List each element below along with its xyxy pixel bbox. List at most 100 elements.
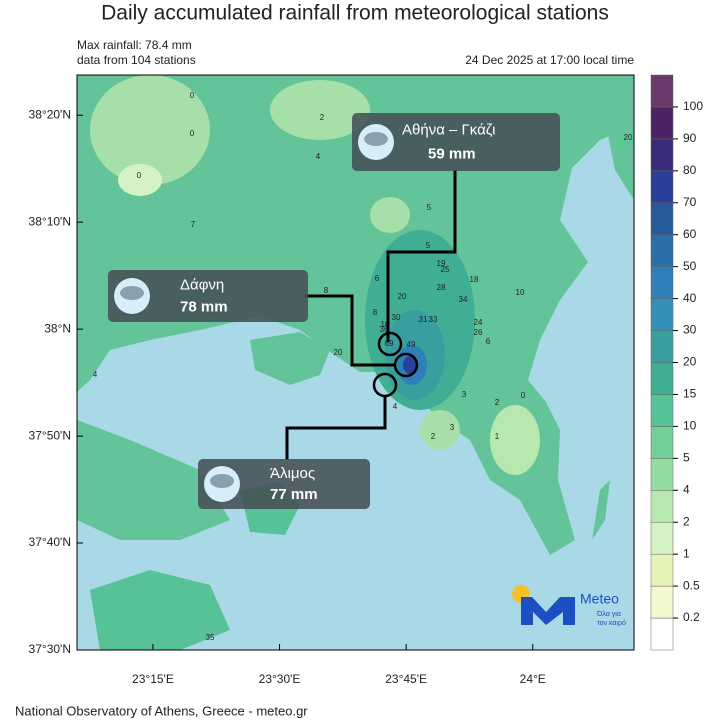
station-value: 7 bbox=[191, 220, 196, 229]
colorbar-label: 60 bbox=[683, 227, 697, 241]
callout-name: Αθήνα – Γκάζι bbox=[402, 121, 495, 138]
lat-tick-label: 38°10'N bbox=[29, 214, 71, 228]
station-value: 69 bbox=[385, 339, 394, 348]
euboea bbox=[600, 75, 634, 200]
colorbar-swatch bbox=[650, 458, 674, 491]
station-value: 49 bbox=[407, 340, 416, 349]
logo-tagline: Όλα για bbox=[596, 611, 621, 618]
station-value: 5 bbox=[427, 203, 432, 212]
colorbar-swatch bbox=[650, 170, 674, 204]
title: Daily accumulated rainfall from meteorol… bbox=[101, 2, 609, 25]
station-value: 1 bbox=[495, 432, 500, 441]
callout-name: Δάφνη bbox=[180, 277, 224, 294]
colorbar-label: 40 bbox=[683, 291, 697, 305]
colorbar-label: 70 bbox=[683, 195, 697, 209]
colorbar-swatch bbox=[650, 490, 674, 523]
station-value: 35 bbox=[206, 633, 215, 642]
colorbar-label: 80 bbox=[683, 163, 697, 177]
station-labels: 2000474255682019251810283424313326649693… bbox=[93, 91, 633, 642]
colorbar-swatch bbox=[650, 138, 674, 172]
station-value: 0 bbox=[190, 129, 195, 138]
colorbar-swatch bbox=[650, 426, 674, 459]
station-value: 33 bbox=[429, 315, 438, 324]
colorbar-label: 0.5 bbox=[683, 578, 700, 592]
station-value: 34 bbox=[459, 295, 468, 304]
logo-tagline: τον καιρό bbox=[597, 619, 626, 627]
station-value: 8 bbox=[324, 286, 329, 295]
station-value: 0 bbox=[190, 91, 195, 100]
lon-tick-label: 23°15'E bbox=[132, 672, 174, 686]
colorbar: 0.2 0.5 1 2 4 5 10 15 20 30 40 50 60 70 80 90 100 bbox=[650, 74, 703, 651]
axes: 37°30'N 37°40'N 37°50'N 38°N 38°10'N 38°20'N 2… bbox=[29, 107, 546, 686]
logo: Meteo Όλα για τον καιρό bbox=[512, 585, 626, 627]
station-value: 10 bbox=[516, 288, 525, 297]
station-value: 30 bbox=[392, 313, 401, 322]
colorbar-label: 90 bbox=[683, 131, 697, 145]
max-rainfall: Max rainfall: 78.4 mm bbox=[77, 38, 192, 52]
station-value: 19 bbox=[437, 259, 446, 268]
station-marker bbox=[377, 331, 403, 357]
colorbar-label: 1 bbox=[683, 546, 690, 560]
logo-brand: Meteo bbox=[580, 591, 619, 607]
station-value: 0 bbox=[137, 171, 142, 180]
colorbar-swatch bbox=[650, 521, 674, 555]
colorbar-swatch bbox=[650, 298, 674, 331]
colorbar-swatch bbox=[650, 585, 674, 619]
station-value: 4 bbox=[316, 152, 321, 161]
islet-e bbox=[592, 480, 610, 540]
colorbar-label: 0.2 bbox=[683, 610, 700, 624]
colorbar-swatch bbox=[650, 362, 674, 395]
lat-tick-label: 37°30'N bbox=[29, 642, 71, 656]
cloud-icon bbox=[364, 132, 388, 146]
lat-tick-label: 38°20'N bbox=[29, 107, 71, 121]
lat-tick-label: 38°N bbox=[44, 321, 71, 335]
callout-box bbox=[108, 270, 308, 322]
callout-value: 59 mm bbox=[428, 146, 476, 163]
callouts: Αθήνα – Γκάζι 59 mm Δάφνη 78 mm Άλιμος 77 mm bbox=[108, 113, 560, 509]
station-value: 6 bbox=[375, 274, 380, 283]
station-value: 26 bbox=[474, 328, 483, 337]
station-value: 6 bbox=[486, 337, 491, 346]
station-value: 18 bbox=[470, 275, 479, 284]
station-value: 10 bbox=[381, 320, 390, 329]
colorbar-swatch bbox=[650, 553, 674, 587]
station-value: 0 bbox=[521, 391, 526, 400]
station-value: 20 bbox=[334, 348, 343, 357]
colorbar-label: 100 bbox=[683, 99, 703, 113]
station-value: 25 bbox=[441, 265, 450, 274]
station-count: data from 104 stations bbox=[77, 53, 196, 67]
colorbar-swatch bbox=[650, 202, 674, 235]
colorbar-swatch bbox=[650, 234, 674, 267]
station-value: 5 bbox=[426, 241, 431, 250]
callout-value: 77 mm bbox=[270, 486, 318, 503]
colorbar-swatch bbox=[650, 394, 674, 427]
colorbar-swatch bbox=[650, 266, 674, 299]
station-marker bbox=[393, 352, 419, 378]
colorbar-label: 10 bbox=[683, 419, 697, 433]
station-value: 24 bbox=[474, 318, 483, 327]
station-marker bbox=[372, 372, 398, 398]
lon-tick-label: 23°45'E bbox=[385, 672, 427, 686]
timestamp: 24 Dec 2025 at 17:00 local time bbox=[465, 53, 634, 67]
colorbar-label: 20 bbox=[683, 355, 697, 369]
callout-line bbox=[305, 294, 395, 367]
callout-box bbox=[198, 459, 370, 509]
station-value: 3 bbox=[462, 390, 467, 399]
colorbar-swatch bbox=[650, 617, 674, 651]
footer: National Observatory of Athens, Greece -… bbox=[15, 703, 308, 718]
callout-line bbox=[386, 170, 457, 342]
station-value: 20 bbox=[398, 292, 407, 301]
station-value: 36 bbox=[380, 325, 389, 334]
station-value: 20 bbox=[624, 133, 633, 142]
colorbar-label: 15 bbox=[683, 387, 697, 401]
station-value: 2 bbox=[320, 113, 325, 122]
station-value: 28 bbox=[437, 283, 446, 292]
lon-tick-label: 24°E bbox=[520, 672, 546, 686]
station-value: 2 bbox=[431, 432, 436, 441]
colorbar-label: 4 bbox=[683, 482, 690, 496]
callout-name: Άλιμος bbox=[270, 465, 315, 482]
station-value: 4 bbox=[93, 370, 98, 379]
callout-line bbox=[285, 395, 387, 460]
station-value: 8 bbox=[373, 308, 378, 317]
